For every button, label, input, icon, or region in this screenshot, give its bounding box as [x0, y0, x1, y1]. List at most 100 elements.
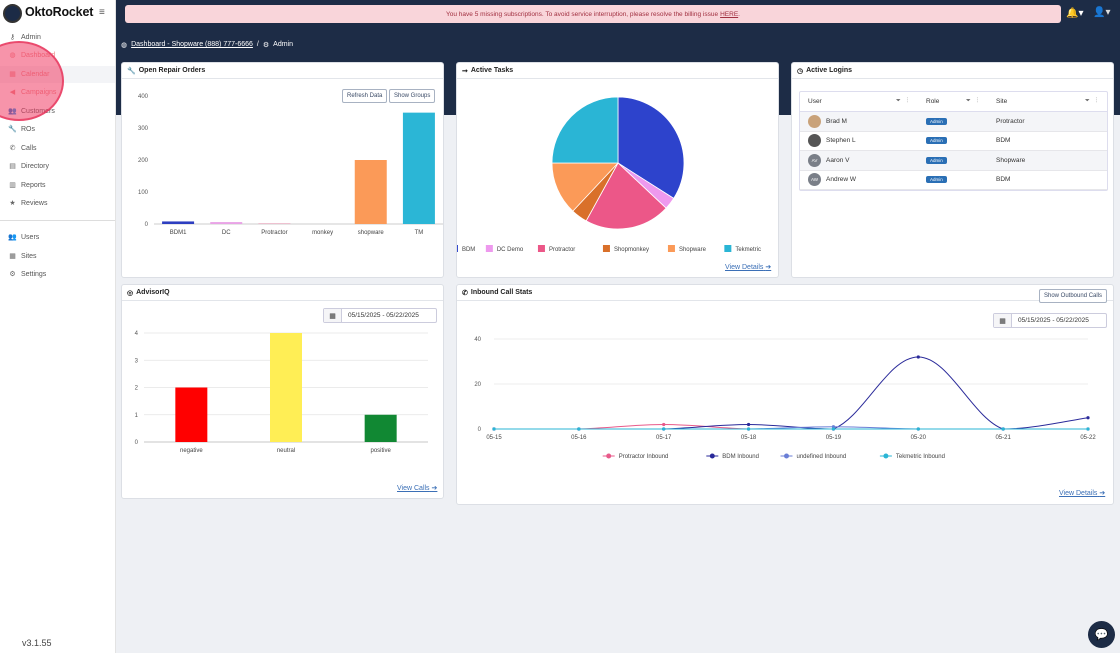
y-tick-label: 0 — [135, 440, 139, 446]
legend-swatch — [485, 245, 493, 252]
avatar — [808, 114, 821, 128]
card-title: Inbound Call Stats — [470, 289, 533, 296]
x-tick-label: DC — [222, 230, 231, 236]
legend-label: Tekmetric — [735, 247, 761, 253]
table-header: User ⏷ ⋮ Role ⏷ ⋮ Site ⏷ ⋮ — [800, 92, 1107, 112]
role-badge: Admin — [926, 156, 947, 164]
breadcrumb-home-link[interactable]: Dashboard - Shopware (888) 777-6666 — [131, 41, 253, 48]
x-tick-label: 05-16 — [571, 435, 587, 441]
x-tick-label: TM — [415, 230, 424, 236]
series-point — [492, 427, 496, 431]
advisoriq-chart: 0 1 2 3 4 negative neutral positive — [135, 331, 428, 454]
column-header-role[interactable]: Role — [926, 98, 940, 105]
legend-label: BDM — [462, 247, 475, 253]
sidebar-item-admin[interactable]: ⚷ Admin — [8, 30, 41, 44]
table-row[interactable]: Brad M Admin Protractor — [800, 112, 1107, 132]
gear-icon: ⚙ — [9, 271, 16, 278]
site-name: Shopware — [996, 156, 1026, 164]
view-details-link[interactable]: View Details ➔ — [725, 263, 771, 271]
series-line-BDM Inbound — [494, 356, 1089, 430]
series-point — [1086, 416, 1090, 420]
x-tick-label: shopware — [358, 230, 385, 236]
sidebar-item-label: Directory — [21, 162, 50, 170]
column-header-site[interactable]: Site — [996, 98, 1008, 105]
show-outbound-calls-button[interactable]: Show Outbound Calls — [1039, 289, 1108, 303]
sidebar-item-reports[interactable]: ▥ Reports — [8, 178, 46, 192]
table-row[interactable]: AV Aaron V Admin Shopware — [800, 151, 1107, 171]
x-tick-label: neutral — [277, 448, 295, 454]
table-row[interactable]: AW Andrew W Admin BDM — [800, 171, 1107, 190]
legend-swatch — [724, 245, 732, 252]
legend-swatch — [457, 245, 458, 252]
sidebar-item-users[interactable]: 👥 Users — [8, 230, 39, 244]
open-repair-orders-card: 🔧 Open Repair Orders Refresh Data Show Gr… — [121, 62, 444, 278]
column-header-user[interactable]: User — [808, 98, 822, 105]
notification-bell-icon[interactable]: 🔔▾ — [1066, 8, 1084, 19]
x-tick-label: 05-15 — [486, 435, 502, 441]
user-name: Brad M — [826, 117, 847, 125]
advisoriq-date-range[interactable]: ▦ 05/15/2025 - 05/22/2025 — [323, 308, 437, 323]
filter-icon[interactable]: ⏷ ⋮ — [896, 98, 910, 104]
sidebar-item-label: Settings — [21, 270, 47, 278]
avatar — [808, 134, 821, 148]
sidebar-item-settings[interactable]: ⚙ Settings — [8, 267, 46, 281]
series-point — [831, 425, 836, 429]
y-tick-label: 1 — [135, 413, 139, 419]
sidebar-item-calls[interactable]: ✆ Calls — [8, 141, 37, 155]
user-name: Aaron V — [826, 156, 850, 164]
app-logo[interactable]: OktoRocket — [3, 4, 115, 24]
card-header: 🔧 Open Repair Orders — [122, 63, 443, 79]
series-point — [831, 427, 836, 431]
card-title: Active Logins — [806, 67, 853, 74]
legend-label: Protractor Inbound — [619, 454, 669, 460]
user-name: Stephen L — [826, 137, 856, 145]
pie-slice-Tekmetric — [551, 96, 619, 164]
card-title: Open Repair Orders — [138, 67, 206, 74]
card-header: ✆ Inbound Call Stats — [457, 285, 1113, 301]
user-menu-icon[interactable]: 👤▾ — [1093, 7, 1111, 18]
dashboard-icon: ◍ — [121, 42, 128, 49]
sidebar-item-reviews[interactable]: ★ Reviews — [8, 196, 47, 210]
key-icon: ⚷ — [9, 34, 16, 41]
app-logo-name: OktoRocket — [25, 5, 94, 19]
sidebar-item-label: Sites — [21, 252, 37, 260]
y-tick-label: 0 — [145, 222, 149, 228]
inbound-date-range[interactable]: ▦ 05/15/2025 - 05/22/2025 — [993, 313, 1107, 328]
filter-icon[interactable]: ⏷ ⋮ — [966, 98, 980, 104]
sidebar-item-directory[interactable]: ▤ Directory — [8, 159, 49, 173]
gear-icon: ⚙ — [262, 42, 270, 49]
phone-icon: ✆ — [9, 145, 16, 152]
y-tick-label: 300 — [138, 126, 149, 132]
view-calls-link[interactable]: View Calls ➔ — [397, 484, 437, 492]
bar-BDM1 — [162, 221, 195, 224]
billing-alert-link[interactable]: HERE — [720, 10, 739, 18]
card-header: ◷ Active Logins — [792, 63, 1113, 79]
legend-label: DC Demo — [497, 247, 524, 253]
active-logins-card: ◷ Active Logins User ⏷ ⋮ Role ⏷ ⋮ Site ⏷ ⋮ B… — [791, 62, 1114, 278]
billing-alert-text: You have 5 missing subscriptions. To avo… — [446, 10, 719, 18]
show-groups-button[interactable]: Show Groups — [389, 89, 436, 103]
hamburger-menu-icon[interactable]: ≡ — [99, 7, 105, 18]
legend-marker — [883, 453, 889, 459]
date-range-value: 05/15/2025 - 05/22/2025 — [1018, 317, 1089, 324]
view-details-label: View Details — [1059, 490, 1098, 497]
y-tick-label: 20 — [474, 382, 481, 388]
view-details-link[interactable]: View Details ➔ — [1059, 489, 1105, 497]
chat-icon[interactable]: 💬 — [1088, 621, 1115, 648]
site-name: BDM — [996, 176, 1011, 184]
sidebar-item-sites[interactable]: ▦ Sites — [8, 249, 37, 263]
table-row[interactable]: Stephen L Admin BDM — [800, 132, 1107, 151]
series-point — [662, 422, 666, 427]
card-title: Active Tasks — [470, 67, 514, 74]
series-point — [746, 422, 751, 427]
role-badge: Admin — [926, 117, 947, 125]
sidebar-item-label: Reports — [21, 181, 46, 189]
pie-slice-Protractor — [585, 162, 667, 230]
filter-icon[interactable]: ⏷ ⋮ — [1085, 98, 1099, 104]
x-tick-label: 05-20 — [911, 435, 927, 441]
refresh-data-button[interactable]: Refresh Data — [342, 89, 388, 103]
bar-shopware — [354, 160, 387, 224]
book-icon: ▤ — [9, 163, 16, 170]
arrow-circle-icon: ➔ — [765, 264, 772, 271]
sidebar-item-ros[interactable]: 🔧 ROs — [8, 122, 35, 136]
